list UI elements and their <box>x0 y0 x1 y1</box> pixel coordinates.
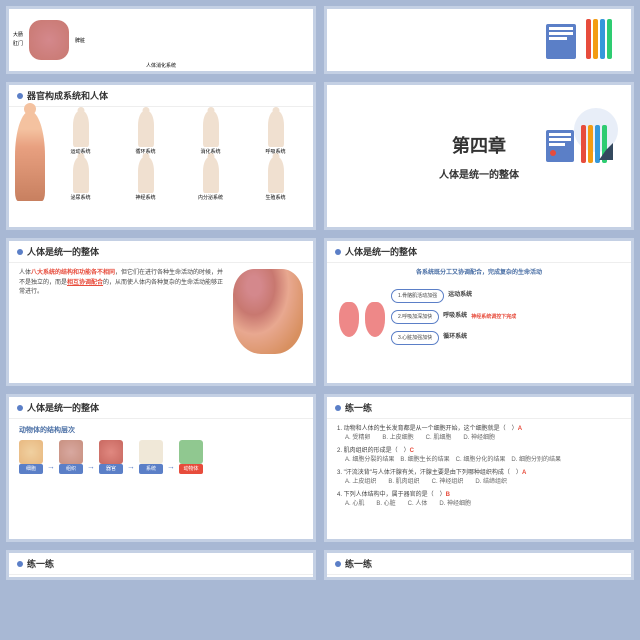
callout: 2.呼吸加深加快 <box>391 310 439 324</box>
quiz-q3: 3. "汗流浃背"与人体汗腺有关，汗腺主要是由下列哪种组织构成（ ）AA. 上皮… <box>337 469 621 487</box>
subtitle: 动物体的结构层次 <box>19 425 303 436</box>
cell-img <box>19 440 43 464</box>
slide-grid: 大肠肛门 脾脏 人体消化系统 器官构成系统和人体 运动系统 循环系统 消化系统 … <box>0 0 640 586</box>
level-label: 组织 <box>59 464 83 474</box>
callout: 3.心脏加强加快 <box>391 331 439 345</box>
title: 人体是统一的整体 <box>27 245 99 258</box>
note: 神经系统调控下完成 <box>471 313 516 321</box>
caption: 人体消化系统 <box>146 62 176 69</box>
slide-7-quiz: 练一练 1. 动物和人体的生长发育都是从一个细胞开始，这个细胞就是（ ）AA. … <box>324 394 634 542</box>
title: 人体是统一的整体 <box>345 245 417 258</box>
level-label: 系统 <box>139 464 163 474</box>
sys-name: 运动系统 <box>448 291 472 301</box>
label: 大肠 <box>13 32 23 38</box>
level-label: 细胞 <box>19 464 43 474</box>
label: 肛门 <box>13 41 23 47</box>
topline: 各系统既分工又协调配合，完成复杂的生命活动 <box>337 269 621 279</box>
title: 练一练 <box>345 401 372 414</box>
label: 脾脏 <box>75 37 85 44</box>
callout: 1.骨骼肌活动加强 <box>391 289 444 303</box>
slide-5: 人体是统一的整体 各系统既分工又协调配合，完成复杂的生命活动 1.骨骼肌活动加强… <box>324 238 634 386</box>
sys-name: 呼吸系统 <box>443 312 467 322</box>
title: 器官构成系统和人体 <box>27 89 108 102</box>
sys-label: 神经系统 <box>135 194 155 201</box>
digestive-diagram <box>29 20 69 60</box>
quiz-q2: 2. 肌肉组织的形成是（ ）CA. 细胞分裂的结果 B. 细胞生长的结果 C. … <box>337 447 621 465</box>
slide-1: 大肠肛门 脾脏 人体消化系统 <box>6 6 316 74</box>
sys-label: 内分泌系统 <box>198 194 223 201</box>
slide-8-partial: 练一练 <box>6 550 316 580</box>
level-label: 器官 <box>99 464 123 474</box>
title: 人体是统一的整体 <box>27 401 99 414</box>
body-figure <box>15 111 45 201</box>
organ-img <box>99 440 123 464</box>
chapter-subtitle: 人体是统一的整体 <box>439 166 519 181</box>
lab-icon <box>541 14 621 74</box>
sys-label: 生殖系统 <box>265 194 285 201</box>
slide-lab-partial <box>324 6 634 74</box>
slide-4: 人体是统一的整体 人体八大系统的结构和功能各不相同，但它们在进行各种生命活动的时… <box>6 238 316 386</box>
slide-9-partial: 练一练 <box>324 550 634 580</box>
organs-image <box>233 269 303 354</box>
level-label: 动物体 <box>179 464 203 474</box>
systems-grid: 运动系统 循环系统 消化系统 呼吸系统 泌尿系统 神经系统 内分泌系统 生殖系统 <box>49 111 307 201</box>
sys-name: 循环系统 <box>443 333 467 343</box>
title: 练一练 <box>345 557 372 570</box>
lab-icon <box>541 105 621 185</box>
quiz-q4: 4. 下列人体结构中，属于器官的是（ ）BA. 心肌 B. 心脏 C. 人体 D… <box>337 491 621 509</box>
title: 练一练 <box>27 557 54 570</box>
slide-3-chapter: 第四章 人体是统一的整体 <box>324 82 634 230</box>
quiz-q1: 1. 动物和人体的生长发育都是从一个细胞开始，这个细胞就是（ ）AA. 受精卵 … <box>337 425 621 443</box>
slide-6: 人体是统一的整体 动物体的结构层次 细胞 → 组织 → 器官 → 系统 → 动物… <box>6 394 316 542</box>
slide-2: 器官构成系统和人体 运动系统 循环系统 消化系统 呼吸系统 泌尿系统 神经系统 … <box>6 82 316 230</box>
lungs-figure <box>337 287 387 347</box>
sys-label: 泌尿系统 <box>70 194 90 201</box>
chapter-number: 第四章 <box>439 132 519 158</box>
tissue-img <box>59 440 83 464</box>
body-img <box>179 440 203 464</box>
system-img <box>139 440 163 464</box>
